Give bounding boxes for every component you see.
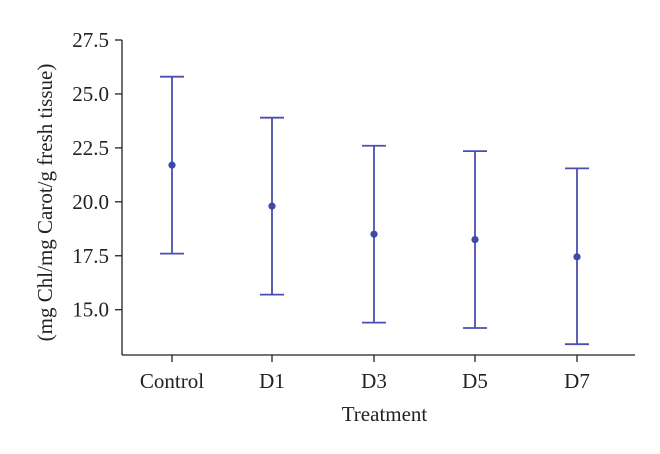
y-axis-title: (mg Chl/mg Carot/g fresh tissue): [33, 64, 57, 342]
mean-point: [168, 161, 176, 169]
mean-point: [370, 230, 378, 238]
y-tick-label: 25.0: [72, 82, 109, 106]
y-tick-label: 20.0: [72, 190, 109, 214]
x-tick-label: D7: [564, 369, 590, 393]
y-tick-label: 27.5: [72, 28, 109, 52]
y-tick-label: 15.0: [72, 298, 109, 322]
x-tick-label: D1: [259, 369, 285, 393]
y-tick-label: 17.5: [72, 244, 109, 268]
mean-point: [268, 202, 276, 210]
chart-marks: [160, 75, 589, 346]
mean-point: [471, 235, 479, 244]
axes: 15.0 17.5 20.0 22.5 25.0 27.5 Control D1 D3 D5 D7: [72, 28, 635, 393]
x-tick-label: Control: [140, 369, 204, 393]
mean-point: [573, 253, 581, 261]
x-tick-label: D5: [462, 369, 488, 393]
x-axis-title: Treatment: [342, 402, 428, 426]
x-tick-label: D3: [361, 369, 387, 393]
y-tick-label: 22.5: [72, 136, 109, 160]
